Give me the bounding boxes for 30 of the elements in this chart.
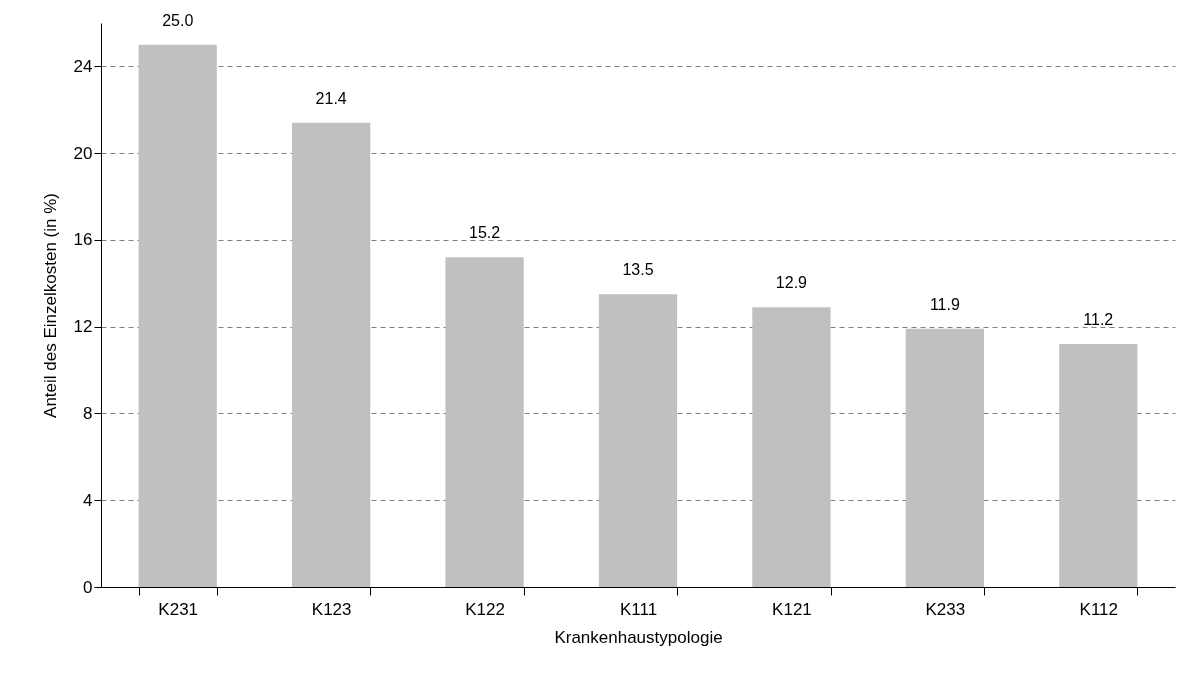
data-label: 21.4 [315, 89, 347, 107]
data-label: 25.0 [162, 11, 194, 29]
y-tick-label: 16 [73, 230, 93, 250]
x-tick-label: K112 [1079, 599, 1119, 619]
x-tick-label: K121 [772, 599, 812, 619]
y-tick-label: 4 [83, 490, 93, 510]
bar [1059, 344, 1138, 587]
data-label: 15.2 [469, 224, 501, 242]
bar [598, 294, 678, 587]
bar [445, 257, 524, 587]
y-tick-label: 0 [83, 577, 93, 597]
data-label: 11.9 [929, 295, 960, 313]
y-tick-label: 12 [73, 317, 93, 337]
bar [905, 328, 984, 587]
x-tick-label: K122 [465, 599, 505, 619]
x-tick-label: K231 [158, 599, 199, 619]
x-tick-label: K233 [925, 599, 966, 619]
data-label: 11.2 [1083, 311, 1114, 329]
y-tick-label: 8 [83, 403, 93, 423]
data-label: 13.5 [622, 261, 654, 279]
data-label: 12.9 [775, 274, 808, 292]
bar [138, 44, 217, 587]
bar [292, 122, 371, 587]
x-tick-label: K123 [311, 599, 352, 619]
bar [752, 307, 831, 587]
x-tick-label: K111 [619, 599, 658, 619]
y-axis-title: Anteil des Einzelkosten (in %) [40, 193, 60, 418]
y-tick-label: 24 [73, 56, 93, 76]
x-axis-title: Krankenhaustypologie [554, 627, 723, 647]
y-tick-label: 20 [73, 143, 93, 163]
